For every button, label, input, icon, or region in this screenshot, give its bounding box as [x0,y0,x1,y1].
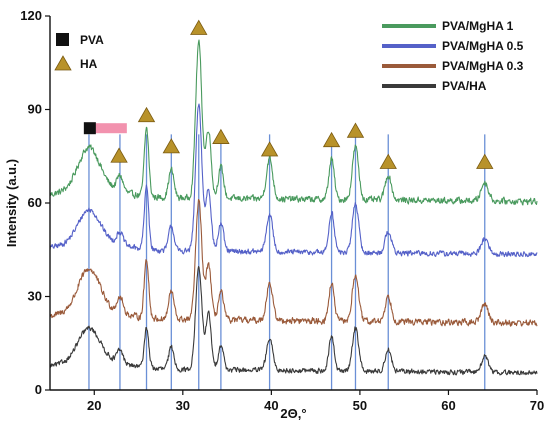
legend-label-pva-mgha-0-3: PVA/MgHA 0.3 [442,59,524,73]
ha-marker-triangle-icon-9 [476,153,494,169]
series-lines [49,39,538,376]
peak-markers [83,19,494,169]
series-line-pva-mgha-0-3 [49,198,538,327]
x-tick-label-30: 30 [176,398,190,413]
legend-label-pva-ha: PVA/HA [442,79,487,93]
ha-marker-triangle-icon-2 [162,138,180,154]
x-tick-label-40: 40 [264,398,278,413]
marker-legend: PVA HA [54,33,104,71]
series-legend: PVA/MgHA 1 PVA/MgHA 0.5 PVA/MgHA 0.3 PVA… [382,19,524,93]
pva-marker-highlight-0 [86,123,127,134]
y-tick-label-120: 120 [20,8,42,23]
series-line-pva-mgha-1 [49,39,538,206]
y-tick-label-90: 90 [28,102,42,117]
ha-marker-triangle-icon-3 [190,19,208,35]
x-ticks: 20 30 40 50 60 70 [87,390,544,413]
legend-pva-square-icon [56,33,69,46]
ha-marker-triangle-icon-1 [137,106,156,123]
x-tick-label-60: 60 [441,398,455,413]
y-tick-label-60: 60 [28,195,42,210]
series-line-pva-mgha-0-5 [49,103,538,258]
y-ticks: 0 30 60 90 120 [20,8,50,397]
legend-pva-label: PVA [80,33,104,47]
ha-marker-triangle-icon-4 [212,128,230,144]
y-tick-label-30: 30 [28,289,42,304]
pva-marker-square-icon-0 [83,122,96,135]
legend-label-pva-mgha-1: PVA/MgHA 1 [442,19,514,33]
x-axis-title: 2Θ,° [280,406,306,421]
x-tick-label-50: 50 [353,398,367,413]
ha-marker-triangle-icon-7 [346,122,365,138]
legend-label-pva-mgha-0-5: PVA/MgHA 0.5 [442,39,524,53]
ha-marker-triangle-icon-5 [260,141,279,157]
y-axis-title: Intensity (a.u.) [4,159,19,247]
x-tick-label-70: 70 [530,398,544,413]
y-tick-label-0: 0 [35,382,42,397]
ha-marker-triangle-icon-8 [379,153,397,169]
x-tick-label-20: 20 [87,398,101,413]
ha-marker-triangle-icon-6 [322,131,341,148]
ha-marker-triangle-icon-0 [110,147,128,163]
reference-lines [88,134,486,390]
series-line-pva-ha [49,266,538,376]
legend-ha-label: HA [80,57,98,71]
legend-ha-triangle-icon [54,55,72,71]
